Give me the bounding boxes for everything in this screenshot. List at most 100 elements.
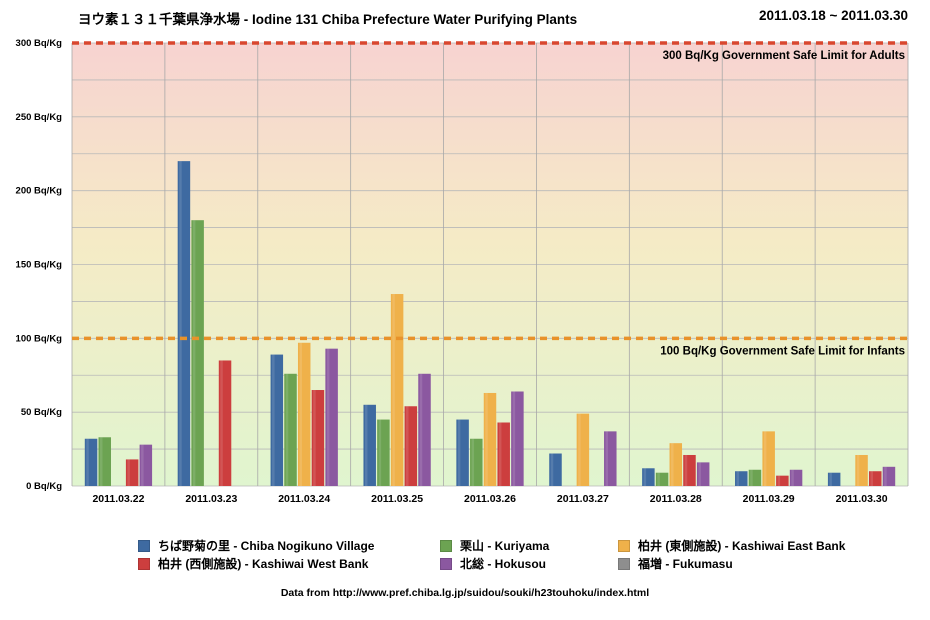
x-tick-label: 2011.03.28 bbox=[650, 493, 702, 505]
bar-highlight bbox=[313, 390, 316, 486]
bar-highlight bbox=[829, 472, 832, 486]
x-axis: 2011.03.22 2011.03.23 2011.03.24 2011.03.25… bbox=[92, 493, 887, 505]
bar-highlight bbox=[419, 373, 423, 486]
bar-highlight bbox=[220, 360, 223, 486]
bar-highlight bbox=[392, 294, 395, 486]
bar bbox=[191, 220, 204, 486]
bar bbox=[855, 454, 868, 486]
x-tick-label: 2011.03.24 bbox=[278, 493, 330, 505]
bar-highlight bbox=[856, 454, 860, 486]
bar-highlight bbox=[485, 392, 488, 486]
bar bbox=[98, 437, 111, 486]
bar-highlight bbox=[127, 459, 130, 486]
bar bbox=[177, 161, 191, 486]
bar bbox=[456, 419, 469, 486]
date-range: 2011.03.18 ~ 2011.03.30 bbox=[758, 8, 908, 23]
legend-swatch bbox=[138, 557, 150, 570]
bar bbox=[549, 453, 562, 486]
bar bbox=[377, 419, 390, 486]
legend-item: 栗山 - Kuriyama bbox=[440, 537, 549, 554]
legend-swatch bbox=[138, 539, 150, 552]
x-tick-label: 2011.03.25 bbox=[371, 493, 423, 505]
bar bbox=[827, 472, 841, 486]
y-axis: 0 Bq/Kg 50 Bq/Kg 100 Bq/Kg 150 Bq/Kg 200 Bq/… bbox=[16, 38, 63, 492]
legend-label: 福増 - Fukumasu bbox=[638, 557, 733, 571]
y-tick-label: 200 Bq/Kg bbox=[16, 186, 63, 197]
bar bbox=[284, 373, 297, 486]
bar bbox=[404, 406, 418, 486]
bar-highlight bbox=[870, 471, 874, 486]
bar bbox=[511, 391, 524, 486]
bar bbox=[683, 454, 696, 486]
bar-highlight bbox=[457, 419, 461, 486]
bar-highlight bbox=[605, 431, 609, 486]
bar-highlight bbox=[272, 354, 275, 486]
legend-item: 北総 - Hokusou bbox=[440, 555, 546, 572]
x-tick-label: 2011.03.29 bbox=[743, 493, 795, 505]
bar bbox=[483, 392, 497, 486]
bar-highlight bbox=[736, 471, 740, 486]
legend-item: 福増 - Fukumasu bbox=[618, 555, 733, 572]
legend-swatch bbox=[440, 557, 452, 570]
y-tick-label: 150 Bq/Kg bbox=[16, 260, 63, 271]
bar-series bbox=[84, 161, 896, 486]
bar bbox=[696, 462, 710, 486]
bar bbox=[125, 459, 139, 486]
bar-highlight bbox=[86, 438, 89, 486]
bar bbox=[497, 422, 510, 486]
bar-highlight bbox=[498, 422, 502, 486]
legend: ちば野菊の里 - Chiba Nogikuno Village 栗山 - Kuri… bbox=[138, 537, 898, 573]
x-tick-label: 2011.03.23 bbox=[185, 493, 237, 505]
x-tick-label: 2011.03.26 bbox=[464, 493, 516, 505]
bar-highlight bbox=[326, 348, 330, 486]
bar-highlight bbox=[406, 406, 409, 486]
bar bbox=[390, 294, 404, 486]
bar-highlight bbox=[750, 469, 753, 486]
legend-swatch bbox=[440, 539, 452, 552]
bar bbox=[139, 444, 153, 486]
bar-highlight bbox=[192, 220, 196, 486]
bar bbox=[789, 469, 803, 486]
y-tick-label: 300 Bq/Kg bbox=[16, 38, 63, 49]
bar-highlight bbox=[777, 475, 781, 486]
bar-highlight bbox=[378, 419, 382, 486]
chart-title: ヨウ素１３１千葉県浄水場 - Iodine 131 Chiba Prefectu… bbox=[78, 12, 578, 27]
bar-highlight bbox=[763, 431, 767, 486]
bar-highlight bbox=[99, 437, 103, 486]
y-tick-label: 0 Bq/Kg bbox=[26, 481, 62, 492]
x-tick-label: 2011.03.30 bbox=[836, 493, 888, 505]
y-tick-label: 50 Bq/Kg bbox=[21, 407, 62, 418]
bar-highlight bbox=[791, 469, 794, 486]
bar-highlight bbox=[884, 466, 887, 486]
bar-highlight bbox=[471, 438, 475, 486]
legend-item: 柏井 (西側施設) - Kashiwai West Bank bbox=[138, 555, 368, 572]
threshold-lines: 300 Bq/Kg Government Safe Limit for Adul… bbox=[72, 41, 908, 357]
bar bbox=[604, 431, 617, 486]
legend-label: ちば野菊の里 - Chiba Nogikuno Village bbox=[158, 539, 375, 553]
y-tick-label: 100 Bq/Kg bbox=[16, 333, 63, 344]
x-tick-label: 2011.03.27 bbox=[557, 493, 609, 505]
bar bbox=[762, 431, 775, 486]
legend-swatch bbox=[618, 557, 630, 570]
bar bbox=[735, 471, 748, 486]
bar-highlight bbox=[285, 373, 289, 486]
bar bbox=[882, 466, 896, 486]
legend-label: 柏井 (東側施設) - Kashiwai East Bank bbox=[638, 539, 846, 553]
bar bbox=[418, 373, 431, 486]
bar bbox=[776, 475, 789, 486]
bar-highlight bbox=[141, 444, 144, 486]
bar bbox=[576, 413, 590, 486]
legend-item: ちば野菊の里 - Chiba Nogikuno Village bbox=[138, 537, 374, 554]
threshold-label: 100 Bq/Kg Government Safe Limit for Infa… bbox=[660, 345, 905, 357]
bar-highlight bbox=[643, 468, 647, 486]
bar-highlight bbox=[364, 404, 368, 486]
bar bbox=[84, 438, 98, 486]
legend-label: 栗山 - Kuriyama bbox=[460, 539, 550, 553]
bar bbox=[748, 469, 762, 486]
legend-swatch bbox=[618, 539, 630, 552]
legend-label: 北総 - Hokusou bbox=[460, 557, 546, 571]
bar bbox=[297, 342, 311, 486]
bar-highlight bbox=[512, 391, 516, 486]
bar bbox=[325, 348, 338, 486]
